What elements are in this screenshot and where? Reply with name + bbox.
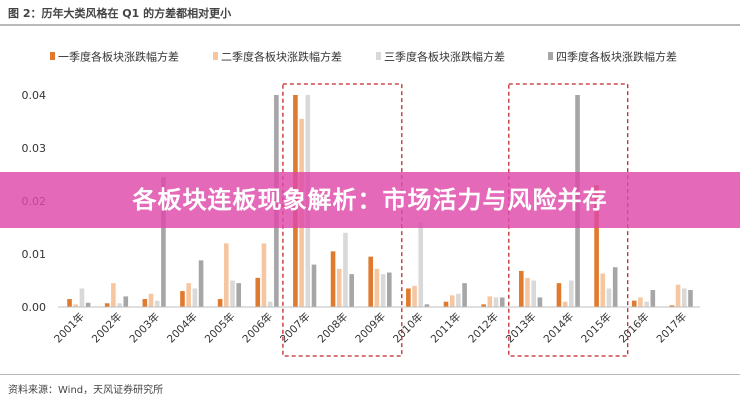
x-tick-label: 2012年 bbox=[466, 310, 502, 346]
x-tick-label: 2017年 bbox=[654, 310, 690, 346]
bar bbox=[217, 299, 223, 307]
legend-label: 四季度各板块涨跌幅方差 bbox=[556, 50, 677, 64]
bar bbox=[192, 288, 198, 307]
bar bbox=[499, 297, 505, 307]
x-tick-label: 2014年 bbox=[541, 310, 577, 346]
bar bbox=[424, 304, 430, 307]
bar bbox=[600, 273, 606, 307]
bar bbox=[481, 304, 486, 307]
bar bbox=[142, 299, 148, 307]
legend-label: 二季度各板块涨跌幅方差 bbox=[221, 50, 342, 64]
bottom-divider bbox=[0, 374, 740, 375]
bar bbox=[267, 301, 273, 307]
legend-swatch bbox=[548, 52, 553, 60]
bar bbox=[681, 288, 687, 307]
bar bbox=[493, 297, 499, 307]
figure-title: 图 2：历年大类风格在 Q1 的方差都相对更小 bbox=[8, 7, 232, 20]
bar bbox=[230, 280, 235, 307]
x-tick-label: 2009年 bbox=[353, 310, 389, 346]
bar bbox=[255, 277, 261, 307]
y-tick-label: 0.04 bbox=[22, 89, 47, 102]
chart-legend: 一季度各板块涨跌幅方差 二季度各板块涨跌幅方差 三季度各板块涨跌幅方差 四季度各板块涨… bbox=[50, 50, 677, 64]
bar bbox=[67, 299, 72, 307]
bar bbox=[311, 264, 317, 307]
bar bbox=[85, 302, 91, 307]
bar bbox=[537, 297, 543, 307]
bar bbox=[606, 288, 612, 307]
bar bbox=[330, 251, 336, 307]
bar bbox=[487, 296, 493, 307]
bar bbox=[368, 256, 373, 307]
x-tick-label: 2006年 bbox=[240, 310, 276, 346]
bar bbox=[123, 296, 129, 307]
bar bbox=[675, 284, 681, 307]
x-tick-label: 2015年 bbox=[578, 310, 614, 346]
bar bbox=[556, 283, 562, 307]
bar bbox=[343, 232, 348, 307]
bar bbox=[631, 300, 637, 307]
y-tick-label: 0.01 bbox=[22, 248, 47, 261]
x-tick-label: 2008年 bbox=[315, 310, 351, 346]
bar bbox=[418, 222, 424, 307]
x-tick-label: 2004年 bbox=[164, 310, 200, 346]
overlay-banner bbox=[0, 172, 740, 228]
bar bbox=[79, 288, 85, 307]
bar bbox=[562, 301, 568, 307]
x-tick-label: 2003年 bbox=[127, 310, 163, 346]
x-tick-label: 2010年 bbox=[390, 310, 426, 346]
source-note: 资料来源：Wind，天风证券研究所 bbox=[8, 385, 164, 396]
bar bbox=[380, 274, 386, 307]
bar bbox=[198, 260, 204, 307]
x-tick-label: 2011年 bbox=[428, 310, 464, 346]
bar bbox=[161, 177, 166, 307]
bar bbox=[117, 303, 122, 307]
bar bbox=[462, 283, 467, 307]
bar bbox=[669, 305, 675, 307]
x-axis: 2001年 2002年 2003年 2004年 2005年 2006年 2007年 2008年… bbox=[51, 306, 700, 346]
bar bbox=[612, 267, 618, 307]
bar bbox=[336, 268, 342, 307]
bar bbox=[261, 243, 267, 307]
top-divider bbox=[0, 24, 740, 26]
bar bbox=[111, 283, 116, 307]
legend-swatch bbox=[376, 52, 381, 60]
bar bbox=[518, 270, 524, 307]
bar bbox=[449, 295, 455, 307]
overlay-banner-text: 各板块连板现象解析：市场活力与风险并存 bbox=[132, 186, 608, 214]
bar bbox=[374, 268, 380, 307]
x-tick-label: 2016年 bbox=[616, 310, 652, 346]
y-tick-label: 0.03 bbox=[22, 142, 47, 155]
bar bbox=[73, 304, 79, 307]
bar bbox=[224, 243, 229, 307]
legend-label: 一季度各板块涨跌幅方差 bbox=[58, 50, 179, 64]
bar bbox=[531, 280, 536, 307]
legend-label: 三季度各板块涨跌幅方差 bbox=[384, 50, 505, 64]
bar bbox=[154, 300, 160, 307]
legend-swatch bbox=[50, 52, 55, 60]
bar bbox=[236, 283, 242, 307]
bar bbox=[688, 290, 693, 307]
bar bbox=[180, 291, 185, 307]
bar bbox=[569, 280, 574, 307]
bar bbox=[644, 301, 649, 307]
bar bbox=[186, 283, 191, 307]
x-tick-label: 2001年 bbox=[51, 310, 87, 346]
bar bbox=[104, 303, 110, 307]
x-tick-label: 2005年 bbox=[202, 310, 238, 346]
y-tick-label: 0.00 bbox=[22, 301, 47, 314]
x-tick-label: 2002年 bbox=[89, 310, 125, 346]
bar bbox=[443, 301, 449, 307]
bar bbox=[638, 297, 643, 307]
bar bbox=[148, 293, 154, 307]
bar bbox=[387, 272, 392, 307]
bar bbox=[412, 285, 417, 307]
bar bbox=[650, 290, 656, 307]
bar bbox=[594, 185, 599, 307]
bar bbox=[456, 293, 461, 307]
bar bbox=[349, 274, 354, 307]
bar bbox=[525, 277, 530, 307]
legend-swatch bbox=[213, 52, 218, 60]
bar bbox=[406, 288, 411, 307]
